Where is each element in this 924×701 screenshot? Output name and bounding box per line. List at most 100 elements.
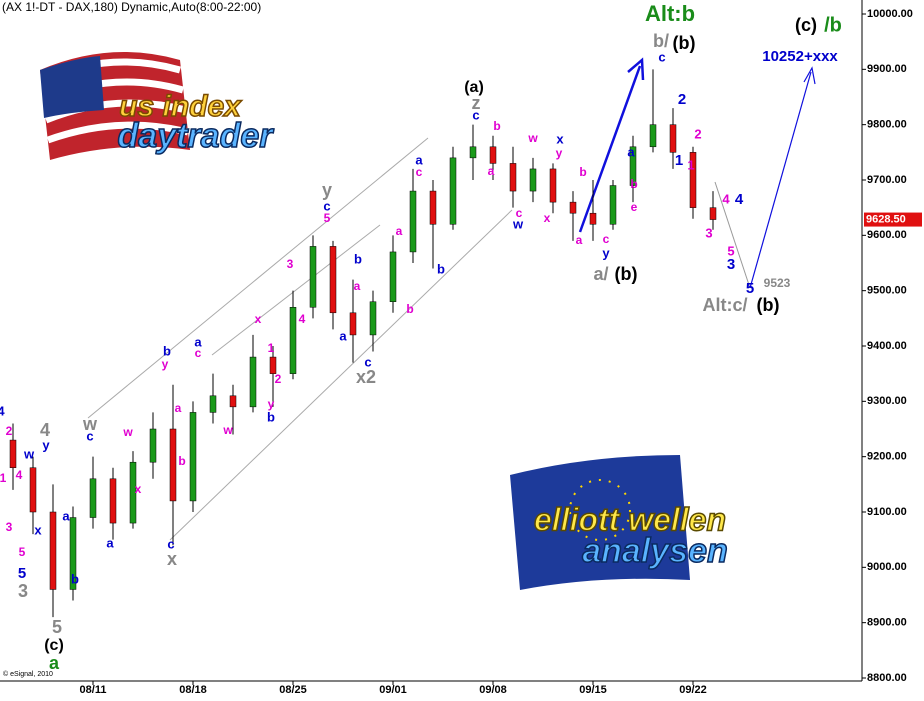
wave-label: x <box>544 211 551 225</box>
wave-label: 5 <box>19 545 26 559</box>
x-tick-label: 09/15 <box>579 684 607 696</box>
wave-label: b <box>71 571 79 586</box>
candle-body <box>669 124 677 153</box>
candle-body <box>649 124 657 148</box>
candle-body <box>309 246 317 308</box>
wave-label: a <box>627 144 635 159</box>
wave-label: 3 <box>6 520 13 534</box>
wave-label: 4 <box>735 191 744 208</box>
wave-label: b <box>437 261 445 276</box>
y-tick-label: 9800.00 <box>867 119 907 131</box>
candle-body <box>409 190 417 253</box>
y-tick-label: 9600.00 <box>867 229 907 241</box>
wave-label: x2 <box>356 367 376 387</box>
wave-label: (c) <box>795 15 817 35</box>
candle-body <box>549 168 557 203</box>
wave-label: b/ <box>653 31 669 51</box>
wave-label: (b) <box>757 295 780 315</box>
wave-label: w <box>512 216 524 231</box>
wave-label: e <box>631 200 638 214</box>
candle-body <box>289 307 297 374</box>
wave-label: y <box>268 397 275 411</box>
y-tick-label: 9500.00 <box>867 285 907 297</box>
wave-label: b <box>163 343 171 358</box>
y-tick-label: 9000.00 <box>867 561 907 573</box>
wave-label: b <box>178 454 185 468</box>
candle-body <box>89 478 97 518</box>
wave-label: 9523 <box>764 276 791 290</box>
last-price-box <box>864 212 922 227</box>
wave-label: Alt:c/ <box>703 295 748 315</box>
wave-label: z <box>472 93 481 113</box>
candle-body <box>589 212 597 225</box>
candle-body <box>449 157 457 225</box>
wave-label: 1 <box>687 157 694 172</box>
wave-label: c <box>658 49 665 64</box>
x-tick-label: 09/01 <box>379 684 407 696</box>
y-tick-label: 9200.00 <box>867 451 907 463</box>
candle-body <box>529 168 537 192</box>
wave-label: x <box>135 482 142 496</box>
candle-body <box>469 146 477 159</box>
wave-label: (c) <box>44 637 64 654</box>
chart-title: (AX 1!-DT - DAX,180) Dynamic,Auto(8:00-2… <box>2 0 261 14</box>
y-tick-label: 9300.00 <box>867 395 907 407</box>
wave-label: 1 <box>0 471 7 485</box>
wave-label: c <box>416 165 423 179</box>
wave-label: 1 <box>268 341 275 355</box>
wave-label: b <box>267 409 275 424</box>
wave-label: Alt:b <box>645 1 695 26</box>
candle-body <box>189 412 197 502</box>
wave-label: 3 <box>705 225 712 240</box>
x-tick-label: 09/08 <box>479 684 507 696</box>
candle-body <box>209 395 217 413</box>
logo-text: us index <box>119 90 242 123</box>
wave-label: c <box>516 206 523 220</box>
wave-label: y <box>322 180 332 200</box>
last-price-label: 9628.50 <box>866 213 906 225</box>
wave-label: c <box>167 536 174 551</box>
forecast-arrows <box>578 57 816 289</box>
x-tick-label: 08/25 <box>279 684 307 696</box>
logo-text: analysen <box>582 532 728 570</box>
wave-label: 5 <box>727 243 734 258</box>
candle-body <box>249 356 257 408</box>
wave-label: y <box>162 357 169 371</box>
wave-label: 2 <box>694 126 701 141</box>
wave-label: c <box>472 107 479 122</box>
candle-body <box>429 190 437 225</box>
wave-label: 3 <box>287 257 294 271</box>
copyright: © eSignal, 2010 <box>3 670 53 678</box>
wave-label: 4 <box>40 420 50 440</box>
candle-body <box>609 185 617 225</box>
wave-label: a <box>106 535 114 550</box>
logo-text: daytrader <box>118 117 275 155</box>
logo-text: elliott wellen <box>534 501 726 537</box>
wave-label: a <box>354 279 361 293</box>
y-tick-label: 9700.00 <box>867 174 907 186</box>
wave-label: 5 <box>52 617 62 637</box>
wave-label: (a) <box>464 79 484 96</box>
candle-body <box>329 246 337 314</box>
wave-label: w <box>82 414 98 434</box>
channel-lines <box>87 137 513 541</box>
wave-label: 4 <box>16 468 23 482</box>
wave-label: w <box>527 131 538 145</box>
candle-body <box>229 395 237 408</box>
wave-label: 5 <box>324 211 331 225</box>
wave-label: 2 <box>678 91 686 108</box>
wave-label: a <box>488 164 495 178</box>
wave-label: a <box>396 224 403 238</box>
y-tick-label: 9400.00 <box>867 340 907 352</box>
wave-label: 5 <box>746 280 754 297</box>
wave-label: (b) <box>673 33 696 53</box>
wave-label: c <box>195 346 202 360</box>
candle-body <box>49 511 57 590</box>
wave-label: b <box>354 251 362 266</box>
wave-label: a <box>576 233 583 247</box>
wave-label: 10252+xxx <box>762 48 838 65</box>
wave-label: 4 <box>0 403 5 418</box>
wave-label: 3 <box>18 581 28 601</box>
candle-body <box>389 251 397 302</box>
wave-label: y <box>556 146 563 160</box>
